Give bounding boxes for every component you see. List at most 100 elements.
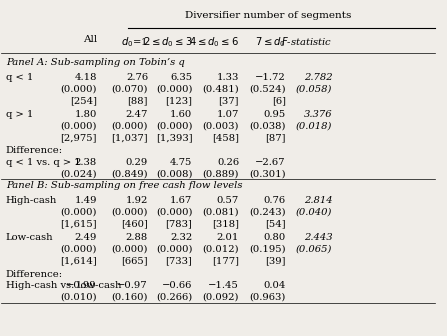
Text: (0.065): (0.065) [296,245,332,254]
Text: −1.45: −1.45 [208,281,239,290]
Text: $F$-statistic: $F$-statistic [281,35,332,47]
Text: (0.000): (0.000) [156,245,192,254]
Text: (0.000): (0.000) [111,245,148,254]
Text: [1,615]: [1,615] [60,220,97,229]
Text: 1.49: 1.49 [74,196,97,205]
Text: 6.35: 6.35 [170,73,192,82]
Text: High-cash: High-cash [6,196,57,205]
Text: 2.32: 2.32 [170,233,192,242]
Text: (0.963): (0.963) [249,293,286,302]
Text: (0.010): (0.010) [60,293,97,302]
Text: High-cash vs. low-cash: High-cash vs. low-cash [6,281,121,290]
Text: −0.97: −0.97 [118,281,148,290]
Text: 2.814: 2.814 [304,196,332,205]
Text: 2.49: 2.49 [75,233,97,242]
Text: (0.038): (0.038) [249,121,286,130]
Text: 0.04: 0.04 [263,281,286,290]
Text: 4.75: 4.75 [170,158,192,167]
Text: (0.481): (0.481) [202,85,239,94]
Text: [1,393]: [1,393] [156,133,192,142]
Text: [54]: [54] [265,220,286,229]
Text: [6]: [6] [272,96,286,106]
Text: [123]: [123] [165,96,192,106]
Text: $7{\leq}d_0$: $7{\leq}d_0$ [255,35,286,48]
Text: q < 1: q < 1 [6,73,33,82]
Text: (0.000): (0.000) [60,245,97,254]
Text: [87]: [87] [265,133,286,142]
Text: Panel A: Sub-sampling on Tobin’s q: Panel A: Sub-sampling on Tobin’s q [6,58,185,67]
Text: 4.18: 4.18 [74,73,97,82]
Text: (0.889): (0.889) [202,170,239,179]
Text: −0.66: −0.66 [162,281,192,290]
Text: [88]: [88] [127,96,148,106]
Text: [460]: [460] [121,220,148,229]
Text: [254]: [254] [70,96,97,106]
Text: 0.95: 0.95 [263,110,286,119]
Text: (0.195): (0.195) [249,245,286,254]
Text: [37]: [37] [219,96,239,106]
Text: q > 1: q > 1 [6,110,33,119]
Text: 1.60: 1.60 [170,110,192,119]
Text: (0.000): (0.000) [60,121,97,130]
Text: [177]: [177] [212,256,239,265]
Text: (0.000): (0.000) [156,85,192,94]
Text: (0.000): (0.000) [111,208,148,217]
Text: Panel B: Sub-sampling on free cash flow levels: Panel B: Sub-sampling on free cash flow … [6,181,242,190]
Text: (0.092): (0.092) [202,293,239,302]
Text: 2.88: 2.88 [126,233,148,242]
Text: Difference:: Difference: [6,146,63,155]
Text: $2{\leq}d_0{\leq}3$: $2{\leq}d_0{\leq}3$ [143,35,192,48]
Text: 2.38: 2.38 [75,158,97,167]
Text: [2,975]: [2,975] [60,133,97,142]
Text: (0.012): (0.012) [202,245,239,254]
Text: (0.040): (0.040) [296,208,332,217]
Text: $d_0$=1: $d_0$=1 [122,35,148,48]
Text: (0.524): (0.524) [249,85,286,94]
Text: (0.003): (0.003) [202,121,239,130]
Text: −1.72: −1.72 [255,73,286,82]
Text: Difference:: Difference: [6,269,63,279]
Text: [318]: [318] [212,220,239,229]
Text: 0.80: 0.80 [263,233,286,242]
Text: [1,037]: [1,037] [111,133,148,142]
Text: (0.081): (0.081) [202,208,239,217]
Text: 2.76: 2.76 [126,73,148,82]
Text: (0.000): (0.000) [60,208,97,217]
Text: 0.76: 0.76 [264,196,286,205]
Text: 1.80: 1.80 [75,110,97,119]
Text: (0.000): (0.000) [60,85,97,94]
Text: Low-cash: Low-cash [6,233,54,242]
Text: (0.266): (0.266) [156,293,192,302]
Text: [665]: [665] [121,256,148,265]
Text: [458]: [458] [212,133,239,142]
Text: [1,614]: [1,614] [60,256,97,265]
Text: [733]: [733] [165,256,192,265]
Text: 1.07: 1.07 [217,110,239,119]
Text: (0.849): (0.849) [111,170,148,179]
Text: 1.92: 1.92 [126,196,148,205]
Text: 2.01: 2.01 [217,233,239,242]
Text: 2.782: 2.782 [304,73,332,82]
Text: (0.243): (0.243) [249,208,286,217]
Text: −2.67: −2.67 [255,158,286,167]
Text: (0.070): (0.070) [111,85,148,94]
Text: (0.160): (0.160) [111,293,148,302]
Text: [39]: [39] [265,256,286,265]
Text: 3.376: 3.376 [304,110,332,119]
Text: 0.57: 0.57 [217,196,239,205]
Text: (0.024): (0.024) [60,170,97,179]
Text: 0.26: 0.26 [217,158,239,167]
Text: (0.018): (0.018) [296,121,332,130]
Text: (0.000): (0.000) [156,208,192,217]
Text: 2.47: 2.47 [126,110,148,119]
Text: 2.443: 2.443 [304,233,332,242]
Text: (0.000): (0.000) [156,121,192,130]
Text: $4{\leq}d_0{\leq}6$: $4{\leq}d_0{\leq}6$ [189,35,239,48]
Text: (0.058): (0.058) [296,85,332,94]
Text: 0.29: 0.29 [126,158,148,167]
Text: All: All [83,35,97,44]
Text: 1.67: 1.67 [170,196,192,205]
Text: [783]: [783] [165,220,192,229]
Text: (0.000): (0.000) [111,121,148,130]
Text: (0.301): (0.301) [249,170,286,179]
